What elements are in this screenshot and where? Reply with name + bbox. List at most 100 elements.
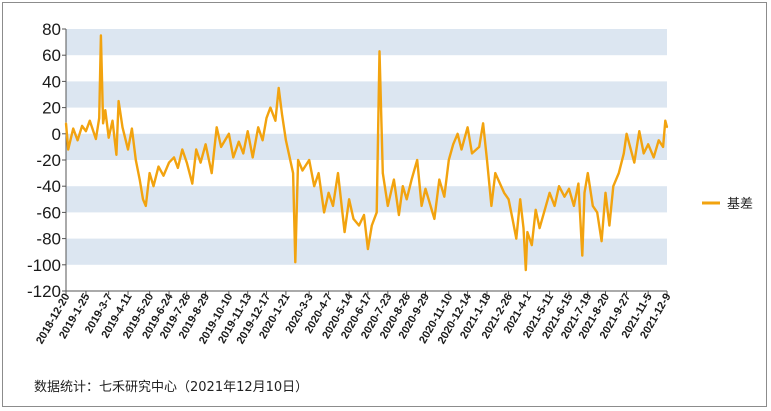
data-point — [424, 187, 427, 190]
data-point — [181, 148, 184, 151]
data-point — [294, 261, 297, 264]
data-point — [277, 87, 280, 89]
data-point — [447, 159, 450, 161]
data-point — [348, 198, 350, 201]
data-point — [228, 132, 230, 135]
data-point — [375, 211, 378, 214]
y-tick-label: 60 — [42, 46, 61, 65]
data-point — [72, 127, 75, 130]
data-point — [519, 198, 522, 201]
data-point — [162, 174, 165, 177]
data-point — [237, 140, 240, 143]
data-point — [438, 178, 441, 181]
data-point — [313, 185, 316, 188]
legend-label: 基差 — [727, 197, 753, 212]
data-point — [210, 172, 213, 175]
y-tick-label: -100 — [27, 256, 61, 275]
data-point — [115, 153, 118, 156]
data-point — [657, 139, 660, 142]
data-point — [257, 126, 260, 129]
data-point — [490, 205, 493, 207]
data-point — [511, 218, 514, 220]
data-point — [524, 269, 527, 271]
data-point — [337, 172, 339, 175]
data-point — [352, 218, 355, 220]
data-point — [471, 152, 473, 155]
data-point — [142, 198, 144, 201]
data-point — [301, 169, 304, 172]
data-point — [195, 148, 198, 151]
y-tick-label: 80 — [42, 20, 61, 39]
y-axis: 80 60 40 20 0 -20 -40 -60 -80 -100 -120 — [27, 20, 67, 301]
data-point — [486, 159, 488, 161]
data-point — [622, 152, 625, 155]
data-point — [381, 172, 384, 175]
data-point — [265, 117, 268, 119]
data-point — [327, 191, 330, 194]
data-point — [553, 205, 556, 207]
y-tick-label: 40 — [42, 72, 61, 91]
data-point — [600, 240, 603, 243]
data-point — [443, 195, 446, 198]
x-axis: 2018-12-202019-1-252019-3-72019-4-112019… — [34, 290, 674, 346]
y-tick-label: -60 — [36, 203, 61, 222]
data-point — [285, 139, 287, 142]
data-point — [581, 254, 584, 257]
data-point — [647, 143, 650, 146]
data-point — [526, 231, 529, 234]
data-point — [456, 132, 459, 135]
data-point — [433, 218, 436, 220]
data-point — [95, 138, 97, 140]
data-point — [220, 146, 223, 148]
data-point — [138, 178, 141, 181]
data-point — [292, 172, 294, 175]
data-point — [583, 191, 586, 194]
data-point — [625, 132, 628, 135]
series-points — [65, 34, 668, 271]
data-point — [558, 185, 560, 188]
data-point — [232, 156, 235, 159]
series-line-basis — [64, 34, 669, 272]
data-point — [612, 185, 615, 188]
data-point — [367, 248, 369, 251]
data-point — [251, 156, 254, 159]
data-point — [323, 211, 325, 214]
data-point — [662, 146, 664, 148]
data-point — [358, 224, 360, 227]
data-point — [185, 161, 188, 164]
data-point — [507, 198, 510, 201]
chart-frame — [2, 2, 767, 407]
data-point — [638, 130, 641, 133]
data-point — [515, 237, 518, 240]
data-point — [617, 172, 620, 175]
data-point — [117, 100, 120, 102]
y-tick-label: -120 — [27, 282, 61, 301]
data-point — [274, 119, 277, 122]
data-point — [242, 152, 245, 155]
data-point — [131, 127, 133, 130]
data-point — [522, 227, 525, 230]
data-point — [173, 156, 175, 159]
data-point — [378, 50, 381, 53]
data-point — [563, 195, 566, 198]
y-tick-label: -80 — [36, 230, 61, 249]
data-point — [104, 109, 107, 112]
y-tick-label: -20 — [36, 151, 61, 170]
data-point — [343, 231, 346, 234]
data-point — [401, 185, 404, 188]
data-point — [494, 172, 497, 175]
data-point — [269, 106, 272, 109]
data-point — [121, 126, 124, 129]
data-point — [134, 159, 137, 161]
data-point — [460, 148, 463, 151]
data-point — [177, 167, 179, 169]
data-point — [102, 122, 104, 125]
data-point — [666, 126, 668, 129]
data-point — [363, 214, 365, 216]
data-point — [398, 214, 400, 216]
data-point — [246, 130, 249, 133]
data-point — [548, 191, 551, 194]
data-point — [261, 139, 264, 142]
data-point — [393, 178, 395, 181]
data-point — [317, 172, 320, 175]
